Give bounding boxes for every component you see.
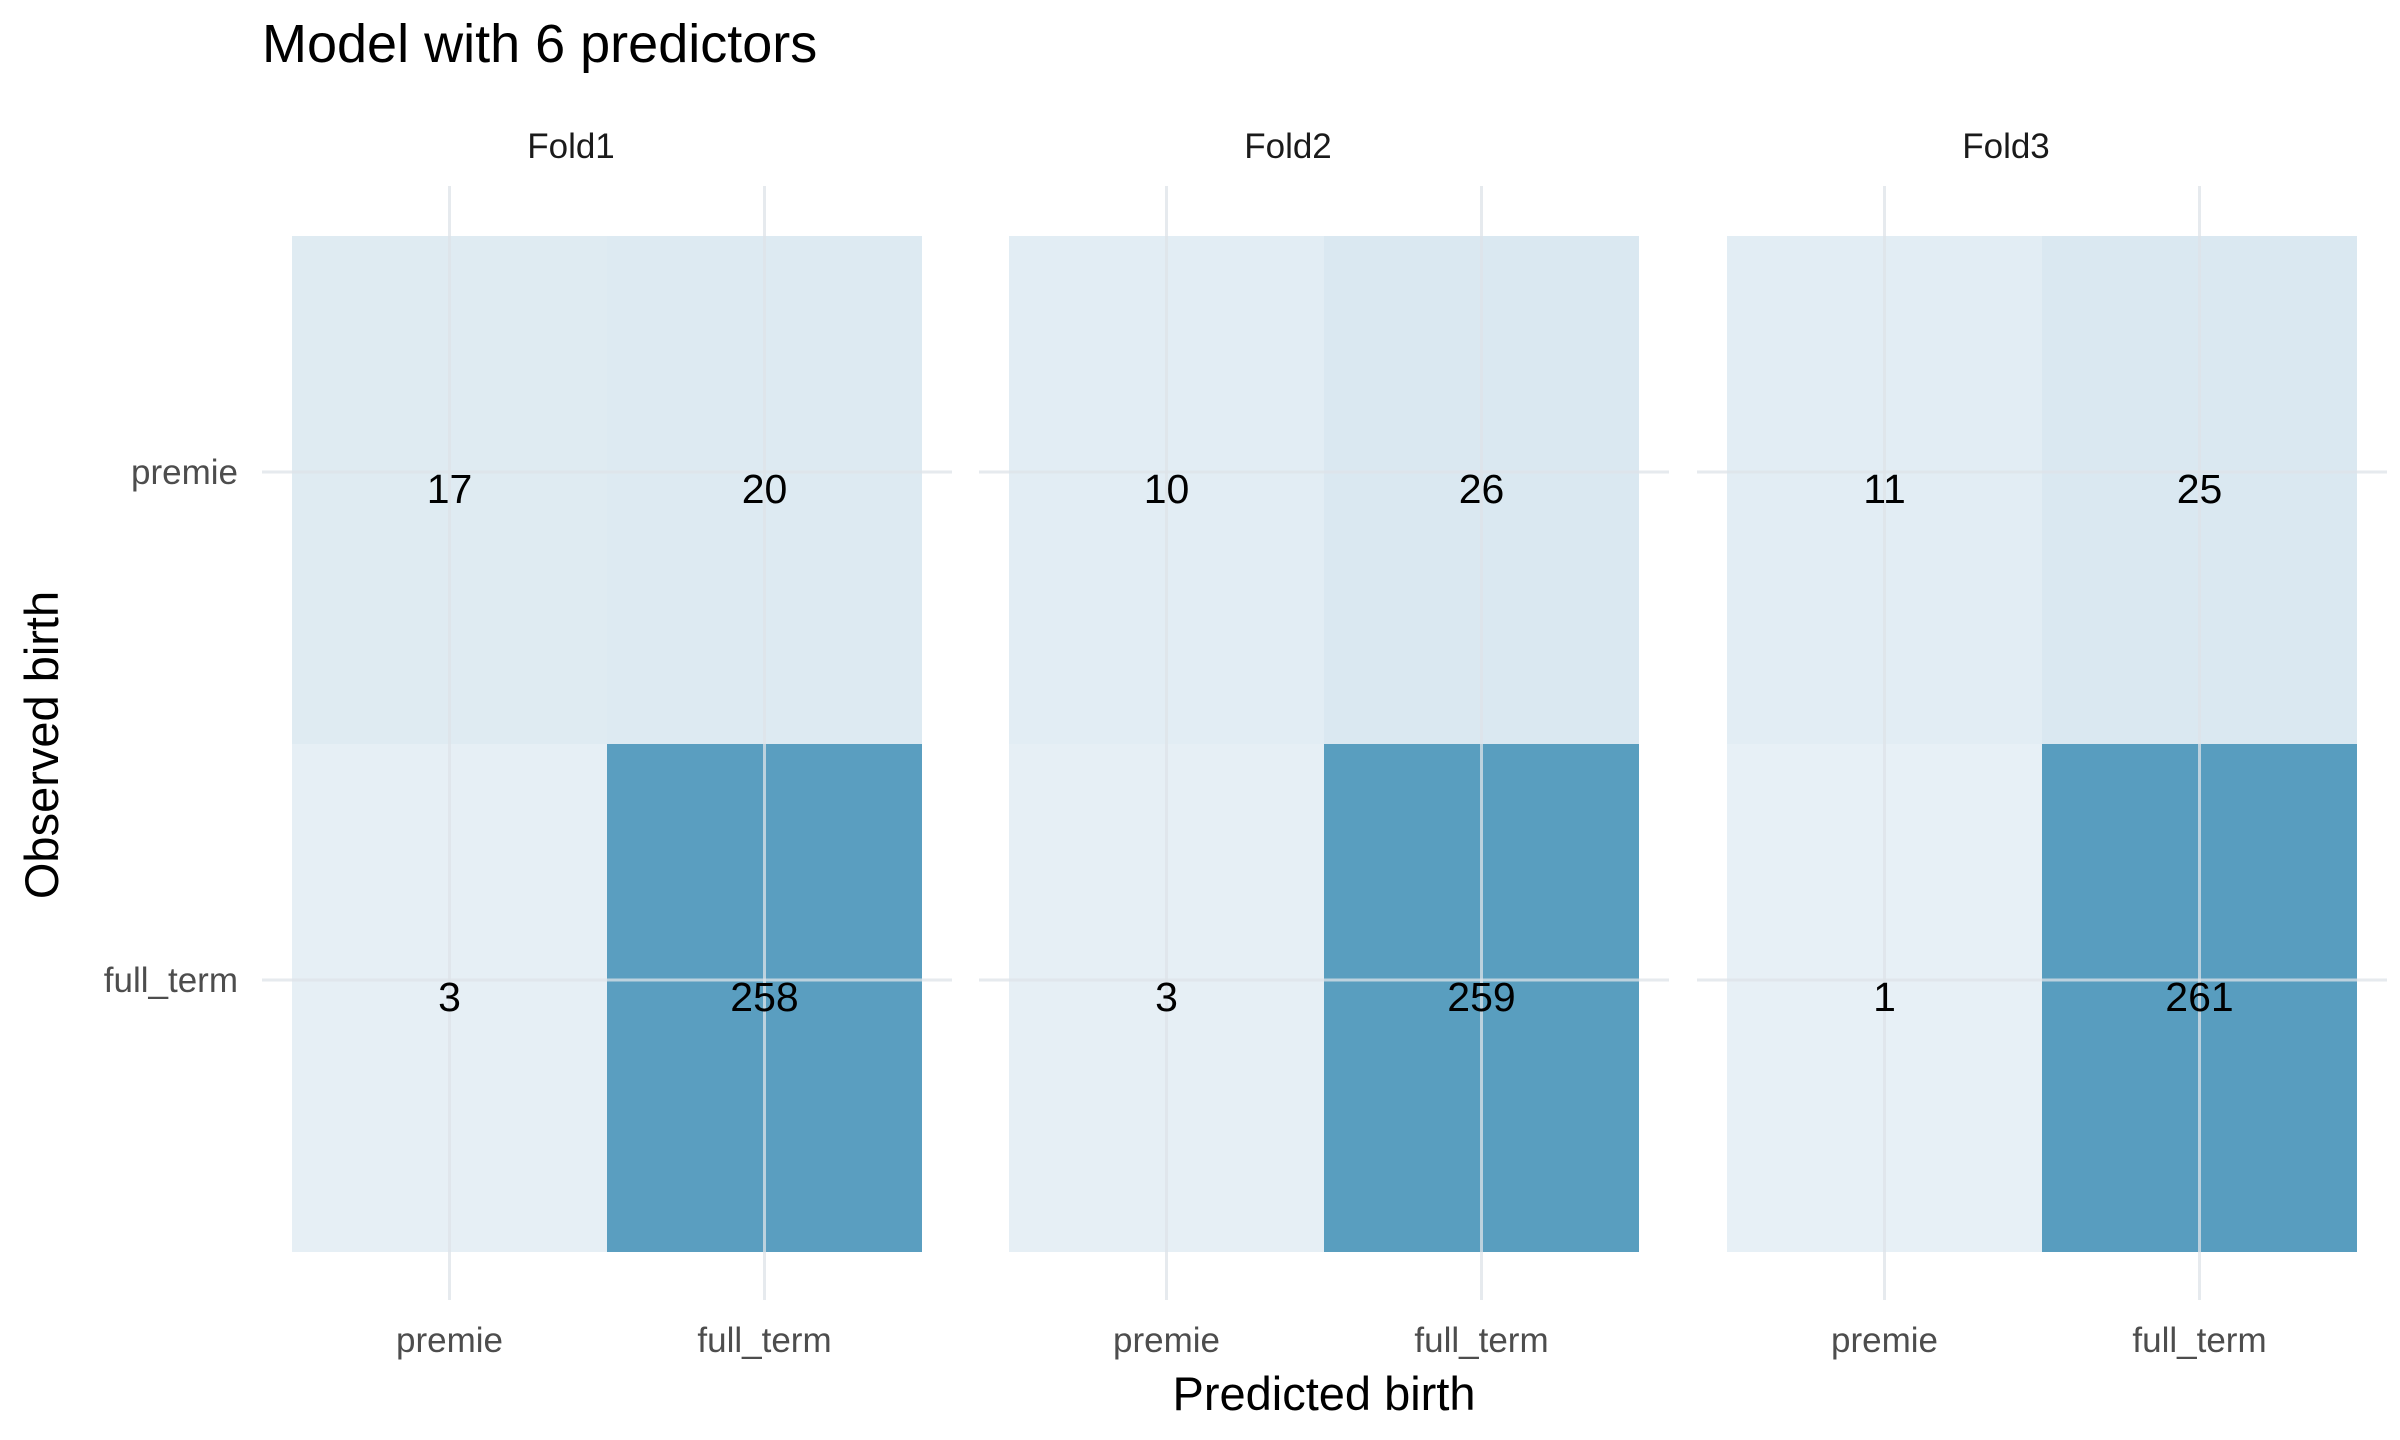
facet-panel-fold2: 10 26 3 259 Fold2 premie full_term xyxy=(979,127,1669,1360)
x-tick-label: premie xyxy=(1113,1321,1220,1360)
cell-count-label: 20 xyxy=(742,466,788,512)
y-tick-label: premie xyxy=(131,453,238,492)
facet-strip-label: Fold3 xyxy=(1962,127,2050,166)
x-axis-title: Predicted birth xyxy=(1172,1367,1475,1420)
cell-count-label: 261 xyxy=(2165,974,2233,1020)
facet-panels: 17 20 3 258 Fold1 premie full_term 10 26 3 259 Fold… xyxy=(262,127,2387,1360)
cell-count-label: 10 xyxy=(1144,466,1190,512)
x-tick-label: premie xyxy=(1831,1321,1938,1360)
cell-count-label: 3 xyxy=(438,974,461,1020)
facet-strip-label: Fold1 xyxy=(527,127,615,166)
chart-title: Model with 6 predictors xyxy=(262,14,817,74)
cell-count-label: 259 xyxy=(1447,974,1515,1020)
facet-strip-label: Fold2 xyxy=(1244,127,1332,166)
x-tick-label: full_term xyxy=(697,1321,831,1360)
x-tick-label: full_term xyxy=(2132,1321,2266,1360)
cell-count-label: 1 xyxy=(1873,974,1896,1020)
facet-panel-fold3: 11 25 1 261 Fold3 premie full_term xyxy=(1697,127,2387,1360)
y-axis-title: Observed birth xyxy=(15,591,68,899)
x-tick-label: full_term xyxy=(1414,1321,1548,1360)
cell-count-label: 25 xyxy=(2177,466,2223,512)
cell-count-label: 258 xyxy=(730,974,798,1020)
cell-count-label: 17 xyxy=(427,466,473,512)
y-tick-label: full_term xyxy=(104,961,238,1000)
facet-panel-fold1: 17 20 3 258 Fold1 premie full_term xyxy=(262,127,952,1360)
y-axis-ticks: premie full_term xyxy=(104,453,238,1000)
cell-count-label: 11 xyxy=(1863,466,1906,512)
cell-count-label: 26 xyxy=(1459,466,1505,512)
cell-count-label: 3 xyxy=(1155,974,1178,1020)
x-tick-label: premie xyxy=(396,1321,503,1360)
